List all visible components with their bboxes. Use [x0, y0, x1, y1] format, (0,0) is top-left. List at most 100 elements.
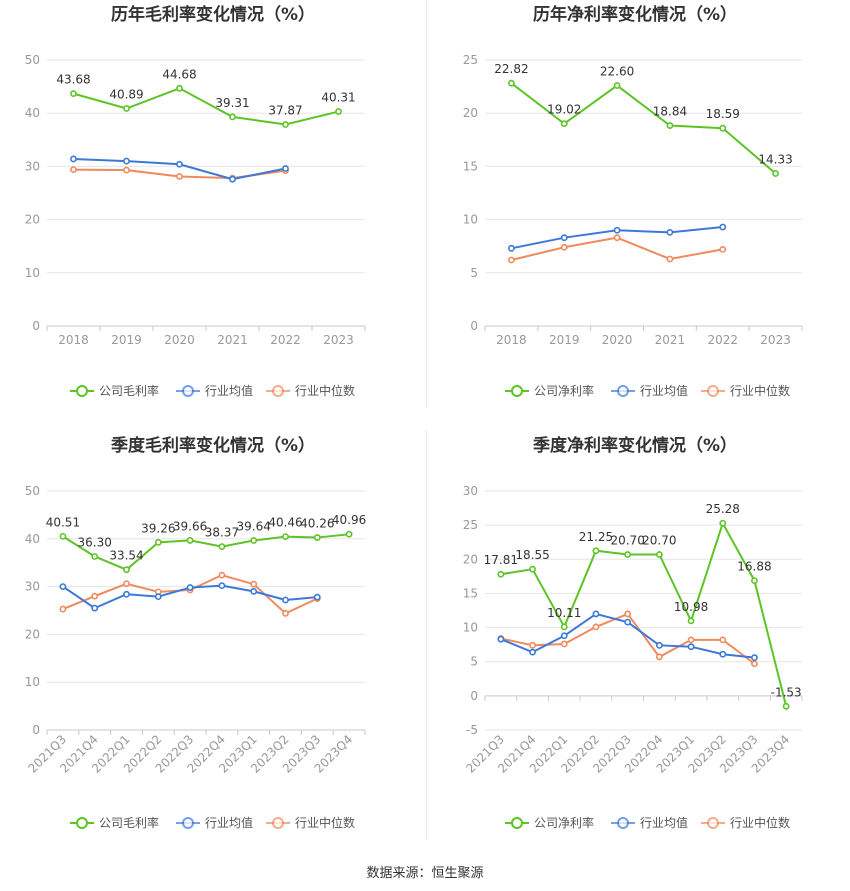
- legend-label: 行业均值: [205, 383, 253, 398]
- data-point-industry_median: [123, 166, 130, 174]
- data-point-company: [772, 170, 779, 177]
- data-point-industry_avg: [497, 635, 505, 643]
- y-tick-label: 25: [463, 518, 478, 532]
- legend-circle-icon: [617, 817, 629, 829]
- x-tick-label: 2022: [270, 333, 301, 347]
- chart-annual-net-margin: 历年净利率变化情况（%） 0 5 10 15 20 25 2018 2019 2020 2021 20…: [463, 4, 803, 398]
- legend-item-industry_avg: 行业均值: [176, 815, 253, 830]
- x-tick-label: 2023: [323, 333, 354, 347]
- data-label: 39.26: [141, 521, 175, 535]
- data-point-industry_avg: [529, 648, 536, 656]
- legend-item-industry_median: 行业中位数: [701, 383, 790, 398]
- chart-title: 历年毛利率变化情况（%）: [111, 4, 315, 25]
- legend-circle-icon: [511, 817, 523, 829]
- data-point-company: [250, 537, 258, 544]
- data-label: 44.68: [162, 67, 196, 81]
- x-tick-label: 2020: [164, 333, 195, 347]
- y-tick-label: 0: [470, 689, 478, 703]
- y-tick-label: 30: [463, 484, 478, 498]
- data-point-industry_avg: [560, 234, 568, 242]
- chart-title: 季度净利率变化情况（%）: [533, 435, 737, 456]
- data-point-industry_median: [282, 609, 289, 617]
- data-label: 33.54: [109, 549, 143, 563]
- data-point-company: [229, 113, 236, 121]
- chart-panel-quarterly-gross-margin: 季度毛利率变化情况（%） 0 10 20 30 40 50 2021Q3 2021Q4 2022Q…: [0, 430, 426, 850]
- y-tick-label: 15: [463, 159, 478, 173]
- data-point-industry_median: [624, 610, 632, 618]
- y-tick-label: 40: [25, 532, 40, 546]
- chart-title: 季度毛利率变化情况（%）: [111, 435, 315, 456]
- legend-item-industry_median: 行业中位数: [266, 383, 355, 398]
- x-tick-label: 2018: [496, 333, 527, 347]
- x-tick-label: 2021: [217, 333, 248, 347]
- legend-label: 行业均值: [640, 815, 688, 830]
- legend-circle-icon: [182, 385, 194, 397]
- data-point-industry_avg: [176, 160, 183, 168]
- data-point-industry_median: [719, 245, 727, 253]
- series-line-company: [510, 82, 777, 175]
- data-point-company: [624, 551, 632, 558]
- legend-label: 公司毛利率: [99, 383, 159, 398]
- data-point-company: [592, 547, 600, 555]
- data-point-company: [335, 108, 342, 115]
- data-point-industry_avg: [687, 643, 695, 651]
- data-point-company: [154, 538, 162, 546]
- data-point-industry_avg: [655, 641, 663, 649]
- chart-quarterly-net-margin: 季度净利率变化情况（%）-50510152025302021Q32021Q420…: [463, 435, 803, 830]
- data-point-industry_median: [560, 640, 568, 648]
- legend-label: 行业均值: [205, 815, 253, 830]
- data-label: 14.33: [758, 153, 792, 167]
- divider-bottom: [426, 430, 427, 840]
- data-label: 19.02: [547, 103, 581, 117]
- data-point-industry_avg: [186, 584, 194, 591]
- data-label: 18.59: [706, 107, 740, 121]
- x-tick-label: 2019: [549, 333, 580, 347]
- data-label: 21.25: [579, 530, 613, 544]
- data-point-industry_avg: [719, 223, 727, 231]
- legend-circle-icon: [617, 385, 629, 397]
- y-tick-label: 5: [470, 266, 478, 280]
- y-tick-label: 5: [470, 655, 478, 669]
- data-point-company: [282, 121, 289, 128]
- y-tick-label: -5: [466, 723, 478, 737]
- y-tick-label: 0: [470, 319, 478, 333]
- data-point-industry_avg: [282, 165, 289, 172]
- data-point-industry_avg: [751, 654, 758, 662]
- data-point-company: [70, 90, 77, 98]
- data-point-industry_avg: [154, 593, 162, 601]
- series-line-industry_median: [62, 574, 318, 615]
- y-tick-label: 20: [25, 627, 40, 641]
- data-point-industry_median: [176, 173, 183, 180]
- data-point-company: [123, 105, 130, 112]
- data-label: 39.31: [215, 96, 249, 110]
- y-tick-label: 30: [25, 580, 40, 594]
- data-point-industry_median: [529, 641, 536, 649]
- data-point-industry_median: [123, 580, 130, 588]
- y-tick-label: 10: [463, 213, 478, 227]
- data-point-industry_avg: [59, 583, 67, 590]
- data-point-industry_avg: [70, 155, 77, 163]
- legend-item-company: 公司毛利率: [70, 815, 159, 830]
- legend-label: 行业中位数: [295, 383, 355, 398]
- data-point-company: [282, 533, 289, 541]
- data-point-industry_median: [218, 571, 226, 579]
- data-point-company: [751, 577, 758, 584]
- data-point-company: [497, 570, 505, 578]
- data-point-company: [59, 532, 67, 540]
- data-label: 37.87: [268, 104, 302, 118]
- divider-top: [426, 0, 427, 408]
- data-point-industry_median: [250, 580, 258, 588]
- legend-item-industry_avg: 行业均值: [611, 383, 688, 398]
- data-point-industry_avg: [91, 604, 99, 612]
- x-tick-label: 2021: [655, 333, 686, 347]
- data-label: 22.82: [494, 62, 528, 76]
- data-point-industry_avg: [560, 632, 568, 640]
- y-tick-label: 20: [25, 213, 40, 227]
- data-point-company: [218, 543, 226, 550]
- legend-circle-icon: [511, 385, 523, 397]
- series-line-company: [73, 87, 339, 126]
- data-point-industry_median: [655, 653, 663, 661]
- y-tick-label: 0: [32, 319, 40, 333]
- data-point-industry_median: [751, 660, 758, 668]
- legend-circle-icon: [76, 385, 88, 397]
